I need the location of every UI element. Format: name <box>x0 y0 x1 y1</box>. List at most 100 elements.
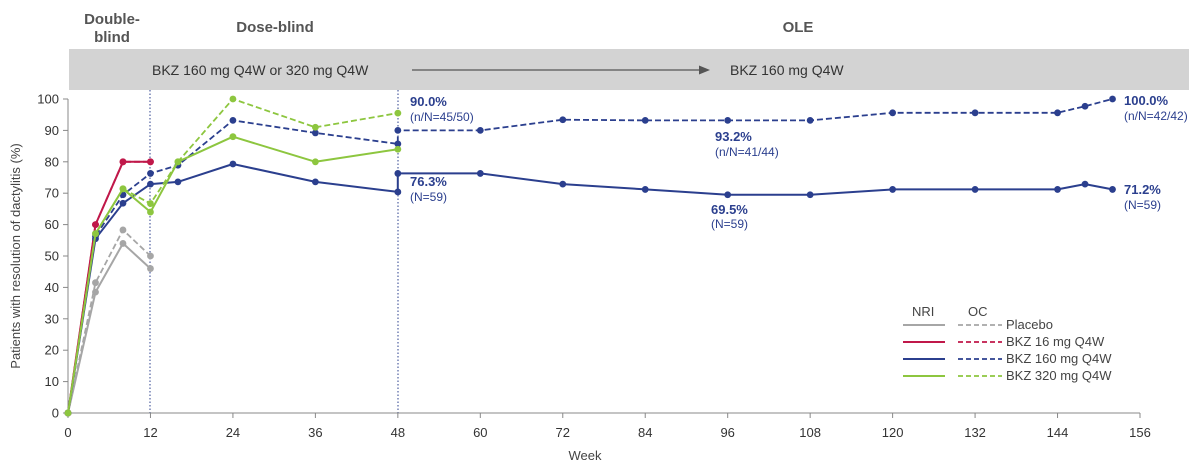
data-point-bkz-160-mg-q4w-oc-17 <box>1081 102 1089 110</box>
data-point-bkz-160-mg-q4w-oc-11 <box>641 116 649 124</box>
data-point-bkz-160-mg-q4w-nri-16 <box>1054 186 1061 193</box>
series-line-placebo-nri <box>67 242 152 414</box>
annotation-detail-week152-oc: (n/N=42/42) <box>1124 109 1188 123</box>
x-tick-label-3: 36 <box>308 425 322 440</box>
data-point-bkz-160-mg-q4w-oc-6 <box>311 129 319 137</box>
data-point-bkz-160-mg-q4w-oc-15 <box>971 109 979 117</box>
series-line-bkz-320-mg-q4w-oc <box>67 98 398 414</box>
data-point-bkz-160-mg-q4w-oc-5 <box>229 116 237 124</box>
series-line-bkz-16-mg-q4w-oc <box>67 160 151 414</box>
annotation-detail-week48-nri: (N=59) <box>410 190 447 204</box>
data-point-placebo-oc-1 <box>92 279 99 287</box>
data-point-bkz-160-mg-q4w-nri-17 <box>1081 180 1089 188</box>
data-point-bkz-320-mg-q4w-oc-2 <box>119 185 127 193</box>
legend-label-bkz-16: BKZ 16 mg Q4W <box>1006 334 1105 349</box>
annotation-detail-week48-oc: (n/N=45/50) <box>410 110 474 124</box>
legend-label-bkz-160: BKZ 160 mg Q4W <box>1006 351 1112 366</box>
y-tick-label-5: 50 <box>45 249 59 264</box>
x-axis-label: Week <box>569 448 602 463</box>
data-point-bkz-160-mg-q4w-nri-13 <box>806 191 814 199</box>
data-point-bkz-320-mg-q4w-oc-0 <box>64 409 72 417</box>
banner-arrowhead <box>699 65 710 75</box>
data-point-bkz-320-mg-q4w-nri-3 <box>147 208 154 216</box>
annotation-detail-week96-oc: (n/N=41/44) <box>715 145 779 159</box>
data-point-bkz-160-mg-q4w-nri-3 <box>147 180 154 188</box>
data-point-placebo-oc-3 <box>147 252 154 260</box>
y-tick-label-7: 70 <box>45 186 59 201</box>
annotation-value-week48-nri: 76.3% <box>410 174 447 189</box>
data-point-bkz-160-mg-q4w-nri-7 <box>394 188 402 196</box>
x-ticks: 0 12 24 36 48 60 72 84 96 108 120 132 144 156 <box>64 413 1151 440</box>
x-tick-label-4: 48 <box>391 425 405 440</box>
annotation-value-week96-nri: 69.5% <box>711 202 748 217</box>
data-point-placebo-nri-3 <box>147 265 154 272</box>
data-point-placebo-oc-2 <box>119 226 127 234</box>
data-point-bkz-160-mg-q4w-nri-10 <box>559 180 567 188</box>
data-point-bkz-160-mg-q4w-nri-2 <box>119 199 127 207</box>
data-point-bkz-320-mg-q4w-oc-4 <box>174 158 182 166</box>
data-point-bkz-320-mg-q4w-oc-5 <box>229 95 237 103</box>
x-tick-label-0: 0 <box>64 425 71 440</box>
x-tick-label-5: 60 <box>473 425 487 440</box>
series-layer <box>64 95 1116 417</box>
series-line-bkz-160-mg-q4w-oc <box>67 98 1113 414</box>
y-tick-label-4: 40 <box>45 280 59 295</box>
banner-text-right: BKZ 160 mg Q4W <box>730 62 844 78</box>
legend-label-bkz-320: BKZ 320 mg Q4W <box>1006 368 1112 383</box>
y-axis-label: Patients with resolution of dactylitis (… <box>8 143 23 368</box>
x-tick-label-2: 24 <box>226 425 240 440</box>
x-tick-label-7: 84 <box>638 425 652 440</box>
y-tick-label-0: 0 <box>52 406 59 421</box>
x-tick-label-10: 120 <box>882 425 904 440</box>
banner-text-left: BKZ 160 mg Q4W or 320 mg Q4W <box>152 62 369 78</box>
legend-label-placebo: Placebo <box>1006 317 1053 332</box>
y-tick-label-8: 80 <box>45 154 59 169</box>
data-point-bkz-160-mg-q4w-nri-15 <box>971 186 979 193</box>
data-point-bkz-320-mg-q4w-nri-7 <box>394 145 402 153</box>
x-tick-label-12: 144 <box>1047 425 1069 440</box>
phase-label-double-blind-line1: Double- <box>84 11 140 28</box>
x-tick-label-13: 156 <box>1129 425 1151 440</box>
legend-swatches <box>903 324 1002 377</box>
data-point-bkz-160-mg-q4w-nri-14 <box>889 186 897 193</box>
legend: NRI OC Placebo BKZ 16 mg Q4W BKZ 160 mg … <box>903 304 1112 383</box>
data-point-bkz-160-mg-q4w-oc-14 <box>889 109 897 117</box>
phase-label-ole: OLE <box>783 19 814 36</box>
data-point-bkz-160-mg-q4w-nri-6 <box>311 178 319 186</box>
data-point-bkz-160-mg-q4w-oc-13 <box>806 116 814 124</box>
x-tick-label-9: 108 <box>799 425 821 440</box>
data-point-bkz-160-mg-q4w-oc-8 <box>394 126 402 134</box>
data-point-bkz-160-mg-q4w-nri-5 <box>229 160 237 168</box>
data-point-bkz-16-mg-q4w-oc-2 <box>119 158 127 166</box>
legend-header-oc: OC <box>968 304 988 319</box>
data-point-bkz-320-mg-q4w-nri-5 <box>229 133 237 141</box>
data-point-bkz-16-mg-q4w-oc-3 <box>147 158 154 166</box>
y-tick-label-1: 10 <box>45 374 59 389</box>
y-tick-label-6: 60 <box>45 217 59 232</box>
y-ticks: 0 10 20 30 40 50 60 70 80 90 100 <box>37 92 68 421</box>
data-point-bkz-320-mg-q4w-oc-3 <box>147 200 154 207</box>
data-point-bkz-160-mg-q4w-oc-10 <box>559 116 567 124</box>
annotation-detail-week152-nri: (N=59) <box>1124 198 1161 212</box>
y-tick-label-9: 90 <box>45 123 59 138</box>
data-point-bkz-160-mg-q4w-nri-9 <box>476 170 484 177</box>
data-point-bkz-320-mg-q4w-nri-6 <box>311 158 319 166</box>
data-point-bkz-160-mg-q4w-nri-4 <box>174 178 182 186</box>
annotation-value-week152-oc: 100.0% <box>1124 93 1169 108</box>
annotation-value-week96-oc: 93.2% <box>715 129 752 144</box>
phase-label-double-blind-line2: blind <box>94 29 130 46</box>
data-point-bkz-160-mg-q4w-nri-11 <box>641 186 649 193</box>
data-point-placebo-nri-2 <box>119 240 127 247</box>
series-line-bkz-16-mg-q4w-nri <box>67 160 151 414</box>
data-point-bkz-160-mg-q4w-oc-9 <box>476 126 484 134</box>
y-tick-label-3: 30 <box>45 311 59 326</box>
x-tick-label-6: 72 <box>556 425 570 440</box>
series-line-bkz-160-mg-q4w-nri <box>67 163 1113 414</box>
legend-header-nri: NRI <box>912 304 934 319</box>
data-point-bkz-320-mg-q4w-oc-1 <box>92 230 99 238</box>
phase-label-dose-blind: Dose-blind <box>236 19 314 36</box>
data-point-bkz-160-mg-q4w-nri-18 <box>1109 186 1116 193</box>
x-tick-label-11: 132 <box>964 425 986 440</box>
data-point-bkz-160-mg-q4w-nri-8 <box>394 170 402 177</box>
